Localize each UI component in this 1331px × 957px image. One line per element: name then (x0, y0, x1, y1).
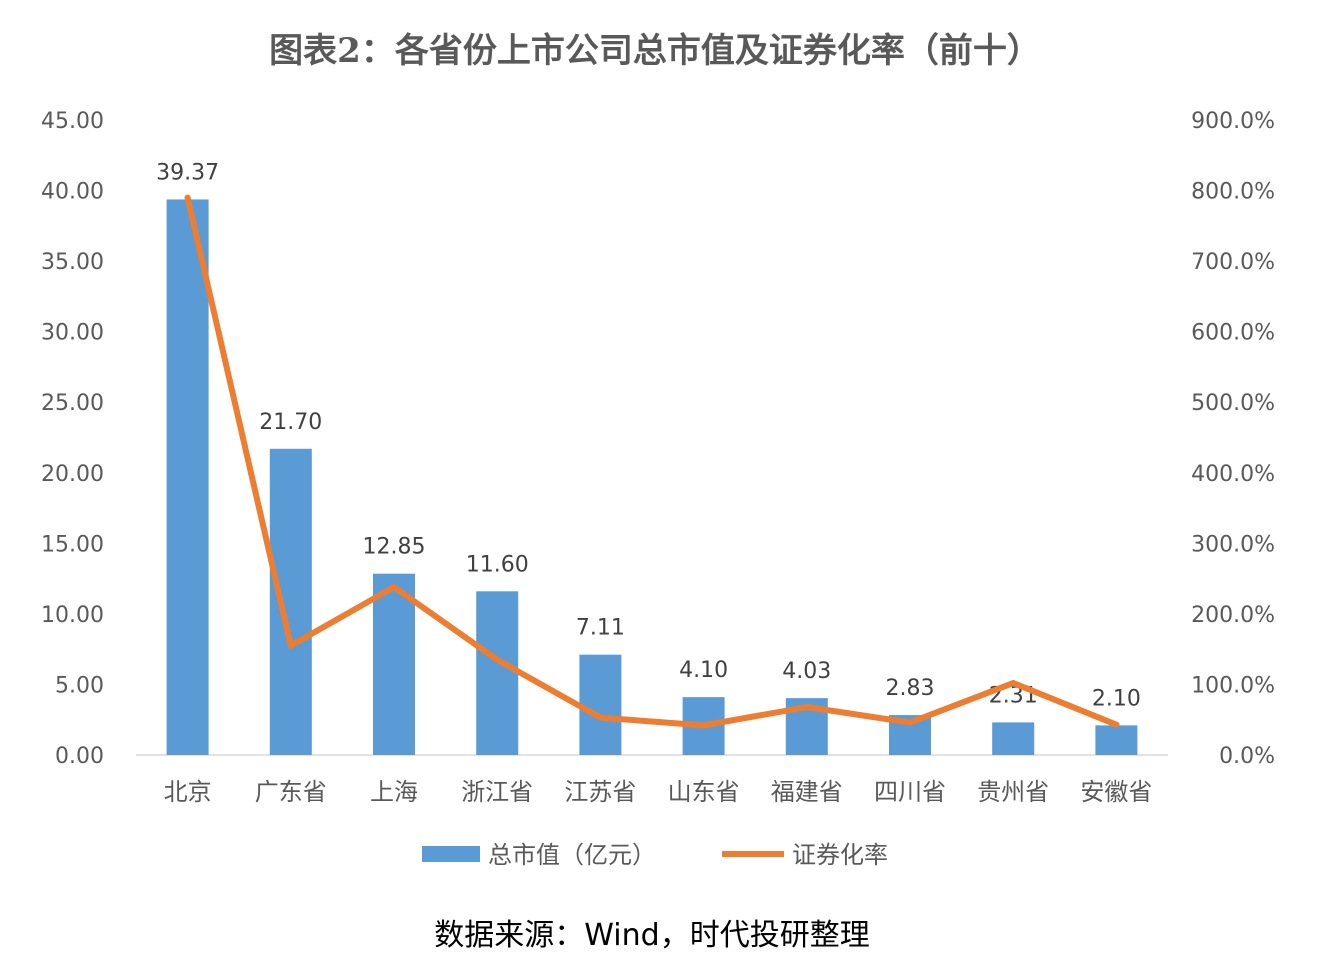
bar-data-label: 2.83 (886, 676, 935, 701)
right-axis-tick: 600.0% (1191, 321, 1275, 346)
category-label: 北京 (164, 778, 212, 806)
category-label: 安徽省 (1080, 778, 1152, 806)
left-axis-tick: 15.00 (41, 532, 104, 557)
bar-data-label: 39.37 (156, 160, 219, 185)
category-label: 山东省 (668, 778, 740, 806)
securitization-rate-line (184, 194, 1120, 729)
bar (579, 654, 622, 755)
left-axis-tick: 35.00 (41, 250, 104, 275)
category-label: 浙江省 (461, 778, 533, 806)
legend-line-label: 证券化率 (792, 841, 888, 869)
bar (992, 722, 1035, 755)
right-axis-tick: 700.0% (1191, 250, 1275, 275)
category-label: 福建省 (771, 778, 843, 806)
left-axis-tick: 25.00 (41, 391, 104, 416)
left-axis-tick: 10.00 (41, 603, 104, 628)
line-point (700, 722, 707, 729)
left-axis-tick: 40.00 (41, 180, 104, 205)
right-axis-tick: 900.0% (1191, 109, 1275, 134)
category-label: 四川省 (874, 778, 946, 806)
left-axis-tick: 20.00 (41, 462, 104, 487)
bar (166, 199, 209, 755)
left-axis-tick: 30.00 (41, 321, 104, 346)
right-axis-tick: 500.0% (1191, 391, 1275, 416)
left-axis-tick: 5.00 (55, 673, 104, 698)
category-label: 贵州省 (977, 778, 1049, 806)
left-axis-tick: 0.00 (55, 744, 104, 769)
right-axis-tick: 400.0% (1191, 462, 1275, 487)
right-axis-tick: 300.0% (1191, 532, 1275, 557)
bar-data-label: 21.70 (259, 410, 322, 435)
line-point (803, 704, 810, 711)
left-axis-tick: 45.00 (41, 109, 104, 134)
right-axis-tick: 0.0% (1219, 744, 1275, 769)
line-point (907, 719, 913, 726)
legend-bar-label: 总市值（亿元） (488, 841, 656, 869)
plot-area: 0.00 5.00 10.00 15.00 20.00 25.00 30.00 35.00 40… (41, 109, 1275, 806)
line-point (1010, 680, 1017, 687)
legend-bar-swatch (422, 846, 480, 862)
bar-data-label: 4.10 (679, 658, 728, 683)
line-point (1113, 721, 1120, 728)
source-note: 数据来源：Wind，时代投研整理 (434, 918, 869, 953)
bar-data-label: 12.85 (363, 535, 426, 560)
right-axis-tick: 100.0% (1191, 673, 1275, 698)
bar (373, 573, 415, 755)
right-axis-tick: 200.0% (1191, 603, 1275, 628)
line-point (494, 656, 501, 663)
bar-data-label: 11.60 (466, 552, 529, 577)
legend: 总市值（亿元） 证券化率 (422, 841, 888, 869)
category-label: 江苏省 (564, 778, 636, 806)
line-point (184, 194, 191, 201)
category-label: 广东省 (255, 778, 327, 806)
category-label: 上海 (370, 778, 418, 806)
bar-data-label: 4.03 (782, 659, 831, 684)
bar (476, 591, 519, 755)
line-point (287, 642, 294, 649)
chart-title: 图表2：各省份上市公司总市值及证券化率（前十） (269, 31, 1041, 71)
bar-data-label: 7.11 (576, 616, 625, 641)
right-axis-tick: 800.0% (1191, 180, 1275, 205)
bar (1095, 725, 1138, 755)
bar-data-label: 2.10 (1092, 686, 1141, 711)
bar (269, 448, 312, 755)
line-point (391, 584, 397, 591)
line-point (597, 714, 604, 721)
